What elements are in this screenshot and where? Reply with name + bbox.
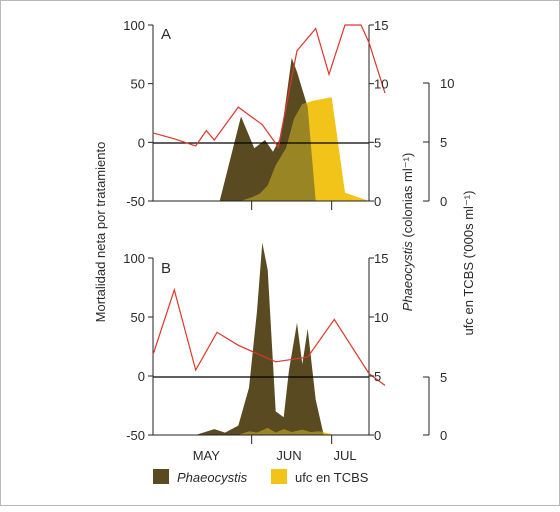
month-label-jul: JUL xyxy=(333,448,356,463)
panel-b: -50 0 50 100 0 5 10 15 0 5 B xyxy=(123,242,447,444)
panel-a-label: A xyxy=(161,26,171,43)
panel-a-ufc-tick-label: 5 xyxy=(440,135,447,150)
panel-b-right-tick-label: 10 xyxy=(374,310,388,325)
panel-a: -50 0 50 100 0 5 10 15 0 5 10 A xyxy=(123,18,454,210)
right-axis-title: Phaeocystis (colonias ml⁻¹) xyxy=(400,153,415,312)
panel-a-ufc-tick-label: 0 xyxy=(440,194,447,209)
panel-a-right-tick-label: 10 xyxy=(374,77,388,92)
panel-b-ufc-tick-label: 0 xyxy=(440,428,447,443)
panel-a-left-tick-label: 100 xyxy=(123,18,145,33)
legend-swatch-phaeocystis xyxy=(153,469,169,484)
panel-a-left-tick-label: -50 xyxy=(126,194,145,209)
legend-swatch-ufc xyxy=(271,469,287,484)
panel-a-overlap-area xyxy=(241,97,316,201)
panel-b-left-tick-label: 50 xyxy=(131,310,145,325)
panel-b-phaeocystis-area xyxy=(195,242,324,435)
month-label-jun: JUN xyxy=(276,448,301,463)
legend: Phaeocystis ufc en TCBS xyxy=(153,469,369,485)
panel-b-right-tick-label: 15 xyxy=(374,251,388,266)
panel-a-left-tick-label: 50 xyxy=(131,77,145,92)
month-labels: MAY JUN JUL xyxy=(193,448,357,463)
panel-b-left-tick-label: 0 xyxy=(138,369,145,384)
panel-a-right-tick-label: 5 xyxy=(374,135,381,150)
ufc-axis-title: ufc en TCBS ('000s ml⁻¹) xyxy=(461,191,476,336)
left-axis-title: Mortalidad neta por tratamiento xyxy=(93,142,108,323)
panel-a-left-tick-label: 0 xyxy=(138,135,145,150)
panel-b-right-tick-label: 0 xyxy=(374,428,381,443)
panel-b-ticks: -50 0 50 100 0 5 10 15 0 5 xyxy=(123,251,447,444)
panel-a-ufc-tick-label: 10 xyxy=(440,76,454,91)
panel-b-right-tick-label: 5 xyxy=(374,369,381,384)
panel-b-ufc-tick-label: 5 xyxy=(440,370,447,385)
panel-b-areas xyxy=(195,242,335,435)
panel-b-label: B xyxy=(161,260,171,277)
panel-b-left-tick-label: -50 xyxy=(126,428,145,443)
right-axis-title-rest: (colonias ml⁻¹) xyxy=(400,153,415,242)
panel-a-right-tick-label: 15 xyxy=(374,18,388,33)
right-axis-title-italic: Phaeocystis xyxy=(400,241,415,312)
panel-a-right-tick-label: 0 xyxy=(374,194,381,209)
panel-b-left-tick-label: 100 xyxy=(123,251,145,266)
panel-a-areas xyxy=(219,57,369,202)
panel-a-mortality-line xyxy=(152,24,386,149)
legend-label-ufc: ufc en TCBS xyxy=(295,470,369,485)
panel-b-mortality-line xyxy=(152,287,386,386)
panel-b-overlap-area xyxy=(238,428,324,435)
legend-label-phaeocystis: Phaeocystis xyxy=(177,470,248,485)
month-label-may: MAY xyxy=(193,448,221,463)
panel-a-ticks: -50 0 50 100 0 5 10 15 0 5 10 xyxy=(123,18,454,210)
